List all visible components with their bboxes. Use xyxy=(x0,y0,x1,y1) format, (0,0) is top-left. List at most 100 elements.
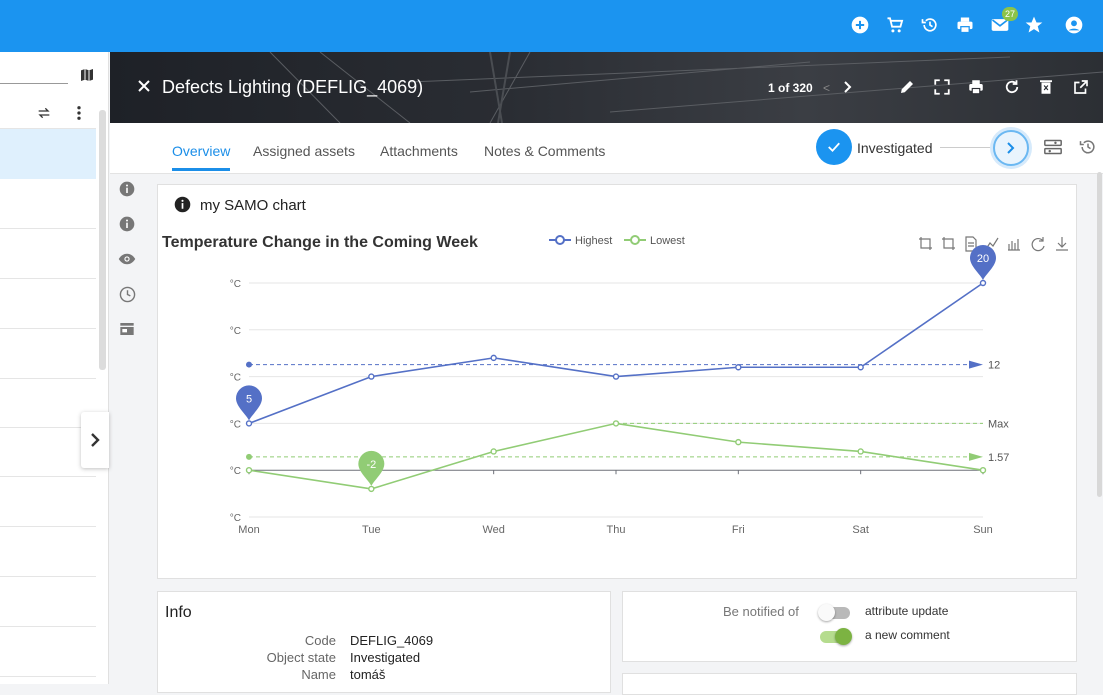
notify-option-attribute-update: attribute update xyxy=(865,604,949,618)
y-tick-label: °C xyxy=(230,419,241,430)
list-row-divider xyxy=(0,427,96,428)
x-tick-label: Thu xyxy=(607,524,626,536)
tab-assigned-assets[interactable]: Assigned assets xyxy=(253,143,355,159)
data-point xyxy=(735,364,742,371)
field-value-object-state: Investigated xyxy=(350,650,421,665)
active-tab-indicator xyxy=(172,168,230,171)
notification-badge: 27 xyxy=(1002,7,1018,21)
list-row-divider xyxy=(0,576,96,577)
data-point xyxy=(612,420,620,427)
list-row-divider xyxy=(0,526,96,527)
map-icon[interactable] xyxy=(79,67,95,88)
highest-average-line-label: 12 xyxy=(988,360,1000,372)
field-value-name: tomáš xyxy=(350,667,386,682)
print-icon[interactable] xyxy=(965,76,987,98)
bar-chart-icon[interactable] xyxy=(1008,239,1020,251)
search-input-underline[interactable] xyxy=(0,83,68,84)
tab-bar: Overview Assigned assets Attachments Not… xyxy=(110,123,1103,174)
list-row-divider xyxy=(0,476,96,477)
tab-overview[interactable]: Overview xyxy=(172,143,231,159)
chart-legend[interactable]: Highest Lowest xyxy=(549,235,685,247)
account-icon[interactable] xyxy=(1062,13,1086,37)
data-point xyxy=(245,467,253,474)
delete-icon[interactable] xyxy=(1035,76,1057,98)
legend-label: Lowest xyxy=(650,235,685,247)
mail-icon[interactable] xyxy=(988,13,1012,37)
tab-attachments[interactable]: Attachments xyxy=(380,143,458,159)
cart-icon[interactable] xyxy=(883,13,907,37)
chart-toolbox[interactable] xyxy=(919,236,1068,252)
print-icon[interactable] xyxy=(953,13,977,37)
notify-option-new-comment: a new comment xyxy=(865,628,950,642)
chart-grid xyxy=(249,282,983,518)
list-row-divider xyxy=(0,228,96,229)
list-scrollbar[interactable] xyxy=(99,110,106,370)
data-point xyxy=(979,279,987,287)
highest-max-pin xyxy=(970,245,996,280)
chevron-right-icon xyxy=(91,433,100,447)
lowest-average-line-arrow xyxy=(969,452,983,461)
download-icon[interactable] xyxy=(1056,237,1068,251)
swap-icon[interactable] xyxy=(36,105,52,126)
info-icon[interactable] xyxy=(118,180,136,198)
tab-notes-comments[interactable]: Notes & Comments xyxy=(484,143,606,159)
next-icon[interactable] xyxy=(837,76,859,98)
clock-icon[interactable] xyxy=(118,285,136,303)
data-point xyxy=(368,485,375,493)
y-tick-label: °C xyxy=(230,513,241,524)
collapse-panel-button[interactable] xyxy=(81,412,109,468)
x-tick-label: Tue xyxy=(362,524,381,536)
open-external-icon[interactable] xyxy=(1070,76,1092,98)
info-icon[interactable] xyxy=(118,215,136,233)
lowest-average-line-start xyxy=(246,453,252,460)
x-tick-label: Fri xyxy=(732,524,745,536)
pager-text: 1 of 320 xyxy=(768,81,813,95)
lowest-min-pin-label: -2 xyxy=(366,459,376,471)
list-row-divider xyxy=(0,626,96,627)
zoom-icon[interactable] xyxy=(919,237,932,250)
data-point xyxy=(245,420,253,427)
lowest-max-label: Max xyxy=(988,418,1009,430)
detail-title: Defects Lighting (DEFLIG_4069) xyxy=(162,77,424,97)
series-line-highest xyxy=(248,282,984,425)
store-icon[interactable] xyxy=(118,320,136,338)
list-row-divider xyxy=(0,328,96,329)
add-circle-icon[interactable] xyxy=(848,13,872,37)
chart-series xyxy=(245,279,987,493)
list-item-selected[interactable] xyxy=(0,129,96,179)
edit-icon[interactable] xyxy=(896,76,918,98)
list-row-divider xyxy=(0,278,96,279)
prev-icon[interactable]: < xyxy=(823,81,831,95)
series-line-lowest xyxy=(248,422,984,490)
temperature-chart: Temperature Change in the Coming Week Hi… xyxy=(162,234,1068,536)
detail-scrollbar[interactable] xyxy=(1097,172,1102,497)
highest-max-pin-label: 20 xyxy=(977,253,989,265)
refresh-icon[interactable] xyxy=(1001,76,1023,98)
x-tick-label: Mon xyxy=(238,524,259,536)
field-value-code: DEFLIG_4069 xyxy=(350,633,434,648)
workflow-state-check-icon xyxy=(816,129,852,165)
more-vert-icon[interactable] xyxy=(73,104,85,127)
x-tick-label: Sun xyxy=(973,524,993,536)
star-icon[interactable] xyxy=(1022,13,1046,37)
workflow-history-icon[interactable] xyxy=(1078,137,1098,162)
highest-average-line-start xyxy=(246,361,252,368)
chart-title: Temperature Change in the Coming Week xyxy=(162,234,478,251)
data-point xyxy=(612,373,620,380)
workflow-settings-icon[interactable] xyxy=(1043,138,1063,161)
x-tick-label: Sat xyxy=(852,524,869,536)
data-point xyxy=(490,448,497,455)
zoom-reset-icon[interactable] xyxy=(942,237,955,250)
lowest-average-line-label: 1.57 xyxy=(988,452,1009,464)
chart-card-title: my SAMO chart xyxy=(200,197,306,214)
x-tick-label: Wed xyxy=(482,524,504,536)
data-view-icon[interactable] xyxy=(965,236,977,252)
eye-icon[interactable] xyxy=(118,250,136,268)
history-icon[interactable] xyxy=(918,13,942,37)
fullscreen-icon[interactable] xyxy=(931,76,953,98)
workflow-next-button[interactable] xyxy=(993,130,1029,166)
restore-icon[interactable] xyxy=(1031,237,1045,252)
data-point xyxy=(368,373,375,380)
close-icon[interactable] xyxy=(136,78,152,99)
info-icon xyxy=(174,196,191,218)
